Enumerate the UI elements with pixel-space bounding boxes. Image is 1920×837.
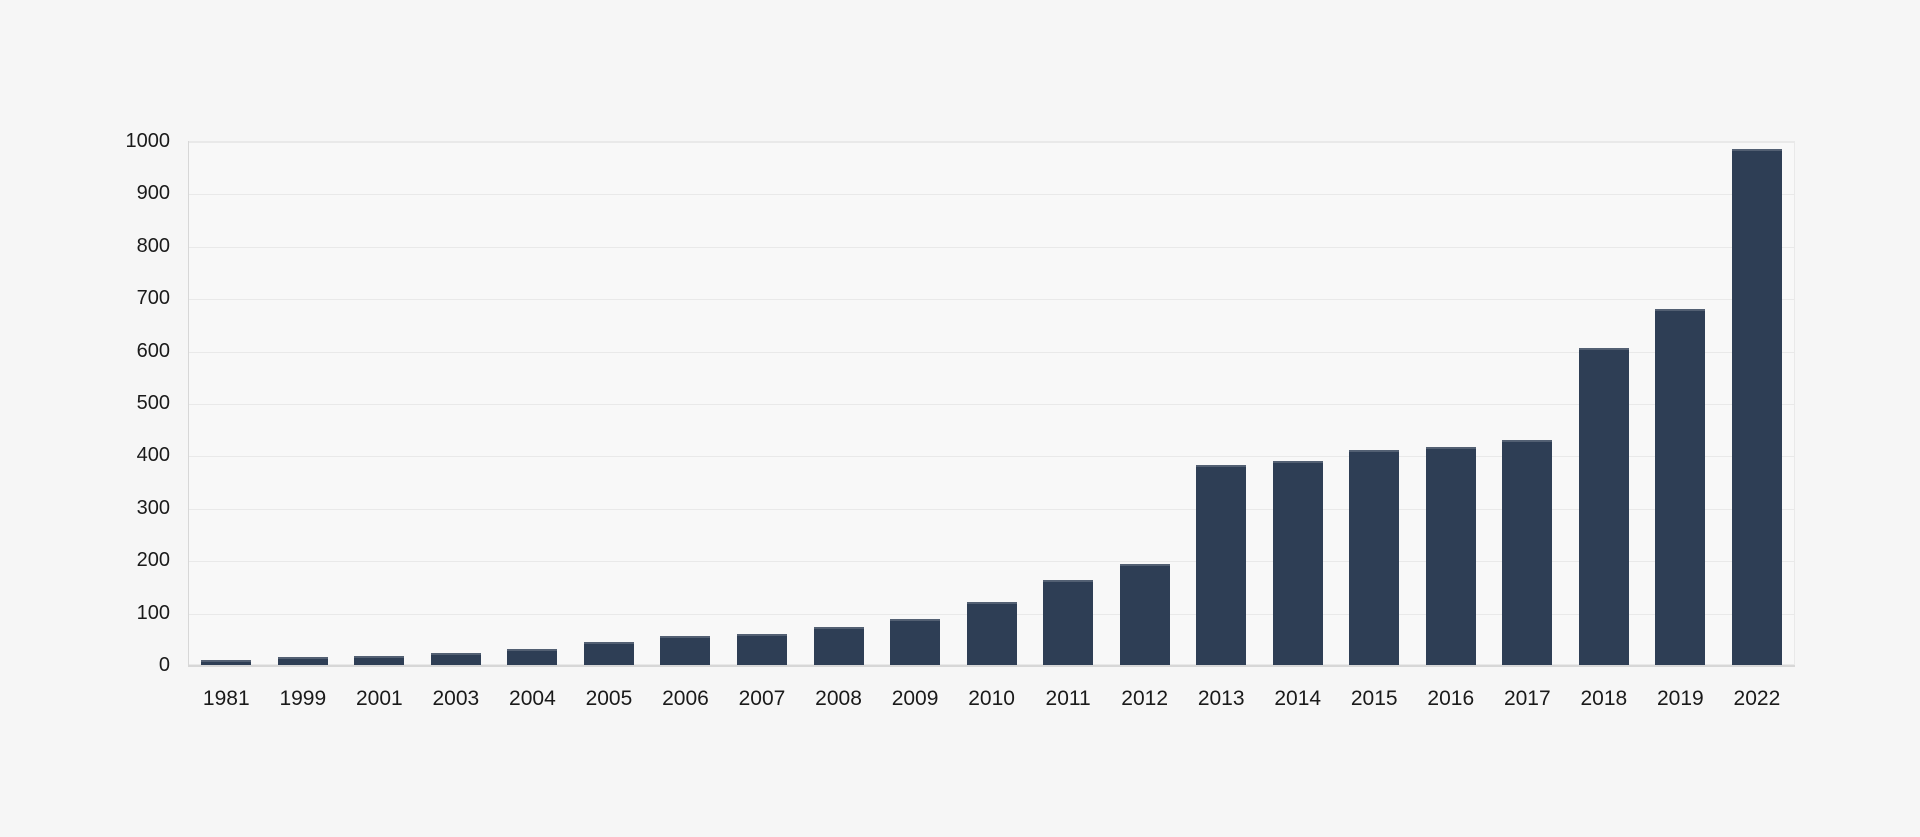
x-tick-label-2005: 2005 xyxy=(585,687,633,710)
y-tick-label-800: 800 xyxy=(136,234,170,257)
x-tick-label-1981: 1981 xyxy=(202,687,250,710)
y-tick-label-300: 300 xyxy=(136,496,170,519)
gridline-600 xyxy=(189,351,1794,353)
bar-1981 xyxy=(201,659,252,665)
bar-slot-1999 xyxy=(265,141,342,665)
gridline-500 xyxy=(189,404,1794,405)
bar-2014 xyxy=(1272,460,1323,665)
bar-series xyxy=(188,141,1795,665)
x-tick-label-2009: 2009 xyxy=(891,687,939,710)
bar-slot-1981 xyxy=(188,141,265,665)
x-tick-label-2007: 2007 xyxy=(738,687,786,710)
y-tick-label-100: 100 xyxy=(136,601,170,624)
plot-area xyxy=(188,141,1795,665)
y-tick-label-500: 500 xyxy=(136,392,170,414)
gridline-300 xyxy=(189,508,1794,510)
bar-2005 xyxy=(583,642,634,665)
bar-slot-2003 xyxy=(418,141,495,665)
gridline-900 xyxy=(189,194,1794,196)
bar-slot-2012 xyxy=(1106,141,1183,665)
x-tick-label-2004: 2004 xyxy=(509,687,556,710)
y-tick-label-900: 900 xyxy=(136,182,170,205)
bar-2003 xyxy=(430,653,481,665)
x-tick-label-2019: 2019 xyxy=(1657,687,1704,710)
bar-slot-2011 xyxy=(1030,141,1107,665)
bar-2010 xyxy=(966,602,1017,665)
x-tick-label-2012: 2012 xyxy=(1121,687,1168,710)
bar-1999 xyxy=(277,657,328,665)
x-tick-label-2010: 2010 xyxy=(968,687,1015,710)
x-tick-label-2022: 2022 xyxy=(1733,687,1781,710)
bar-slot-2008 xyxy=(800,141,877,665)
x-tick-label-2006: 2006 xyxy=(662,687,709,710)
x-axis-line xyxy=(188,665,1795,667)
bar-slot-2004 xyxy=(494,141,571,665)
x-axis: 1981 1999 2001 2003 2004 2005 2006 2007 2008 2009… xyxy=(188,684,1795,714)
bar-slot-2007 xyxy=(724,141,801,665)
bar-2018 xyxy=(1578,347,1629,665)
y-tick-label-700: 700 xyxy=(136,287,170,310)
bar-2019 xyxy=(1655,308,1706,665)
bar-2017 xyxy=(1502,439,1553,665)
x-tick-label-2003: 2003 xyxy=(432,687,480,710)
bar-slot-2013 xyxy=(1183,141,1260,665)
bar-slot-2006 xyxy=(647,141,724,665)
gridline-400 xyxy=(189,456,1794,458)
bar-2004 xyxy=(507,649,558,665)
gridline-1000 xyxy=(189,142,1794,143)
gridline-200 xyxy=(189,561,1794,563)
y-tick-label-1000: 1000 xyxy=(125,130,171,152)
bar-2015 xyxy=(1349,449,1400,665)
bar-slot-2022 xyxy=(1719,141,1796,665)
bar-slot-2005 xyxy=(571,141,648,665)
x-tick-label-2008: 2008 xyxy=(815,687,862,710)
x-tick-label-2011: 2011 xyxy=(1045,687,1091,710)
bar-2008 xyxy=(813,627,864,665)
gridline-800 xyxy=(189,246,1794,248)
x-tick-label-2015: 2015 xyxy=(1350,687,1398,710)
bar-2016 xyxy=(1425,447,1476,665)
bar-2007 xyxy=(736,633,787,665)
bar-slot-2017 xyxy=(1489,141,1566,665)
bar-2022 xyxy=(1731,148,1782,665)
y-tick-label-400: 400 xyxy=(136,444,170,467)
bar-2012 xyxy=(1119,564,1170,665)
y-axis: 0 100 200 300 400 500 600 700 800 900 1000 xyxy=(0,0,171,837)
bar-slot-2016 xyxy=(1413,141,1490,665)
x-tick-label-2017: 2017 xyxy=(1503,687,1551,710)
bar-slot-2015 xyxy=(1336,141,1413,665)
y-tick-label-0: 0 xyxy=(158,654,170,676)
bar-slot-2014 xyxy=(1259,141,1336,665)
bar-slot-2018 xyxy=(1566,141,1643,665)
x-tick-label-2013: 2013 xyxy=(1197,687,1245,710)
bar-slot-2009 xyxy=(877,141,954,665)
y-tick-label-200: 200 xyxy=(136,549,170,572)
bar-2011 xyxy=(1043,579,1094,665)
y-axis-line xyxy=(188,141,189,665)
bar-slot-2019 xyxy=(1642,141,1719,665)
x-tick-label-2016: 2016 xyxy=(1427,687,1475,710)
x-tick-label-2014: 2014 xyxy=(1274,687,1322,710)
bar-2001 xyxy=(354,655,405,665)
bar-slot-2001 xyxy=(341,141,418,665)
bar-slot-2010 xyxy=(953,141,1030,665)
x-tick-label-2001: 2001 xyxy=(355,687,403,710)
bar-2009 xyxy=(890,618,941,665)
bar-2013 xyxy=(1196,464,1247,665)
y-tick-label-600: 600 xyxy=(136,339,170,362)
x-tick-label-1999: 1999 xyxy=(279,687,327,710)
gridline-700 xyxy=(189,299,1794,301)
bar-2006 xyxy=(660,636,711,665)
x-tick-label-2018: 2018 xyxy=(1580,687,1628,710)
